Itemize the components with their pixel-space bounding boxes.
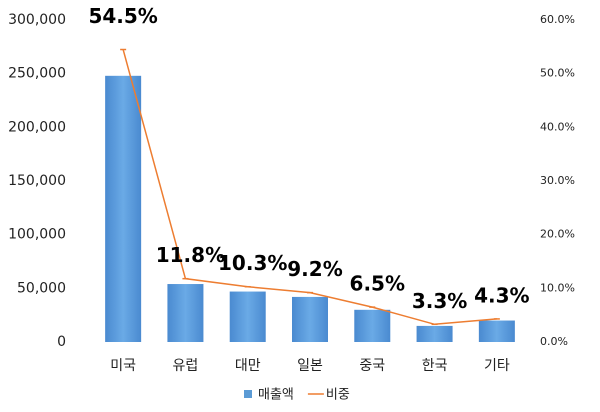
bar <box>167 284 204 342</box>
line <box>122 49 497 326</box>
x-tick-label: 유럽 <box>173 358 199 374</box>
tick-label: 20.0% <box>540 228 575 241</box>
data-label: 4.3% <box>474 283 529 307</box>
bar <box>416 325 453 342</box>
data-label: 11.8% <box>156 243 225 267</box>
data-label: 54.5% <box>88 4 157 28</box>
x-tick-label: 기타 <box>484 358 510 374</box>
bar <box>478 320 515 342</box>
data-label: 3.3% <box>412 289 467 313</box>
tick-label: 0.0% <box>540 335 568 348</box>
tick-label: 60.0% <box>540 13 575 26</box>
legend-label: 비중 <box>326 388 350 403</box>
bar <box>229 291 266 342</box>
data-label: 10.3% <box>218 251 287 275</box>
x-tick-label: 중국 <box>359 358 385 374</box>
x-tick-label: 한국 <box>422 358 448 374</box>
legend-swatch <box>244 390 252 398</box>
data-label: 9.2% <box>287 257 342 281</box>
x-tick-label: 일본 <box>297 358 323 374</box>
bar <box>354 309 391 342</box>
x-tick-label: 대만 <box>235 358 261 374</box>
x-tick-label: 미국 <box>110 358 136 374</box>
tick-label: 50.0% <box>540 67 575 80</box>
bar <box>292 296 328 342</box>
data-label: 6.5% <box>350 272 405 296</box>
tick-label: 300,000 <box>8 12 66 28</box>
tick-label: 150,000 <box>8 173 66 189</box>
tick-label: 40.0% <box>540 120 575 133</box>
tick-label: 50,000 <box>17 280 66 296</box>
tick-label: 10.0% <box>540 281 575 294</box>
tick-label: 30.0% <box>540 174 575 187</box>
legend-label: 매출액 <box>258 388 294 403</box>
tick-label: 200,000 <box>8 119 66 135</box>
tick-label: 0 <box>57 334 66 350</box>
tick-label: 250,000 <box>8 66 66 82</box>
tick-label: 100,000 <box>8 227 66 243</box>
bar <box>105 75 142 343</box>
